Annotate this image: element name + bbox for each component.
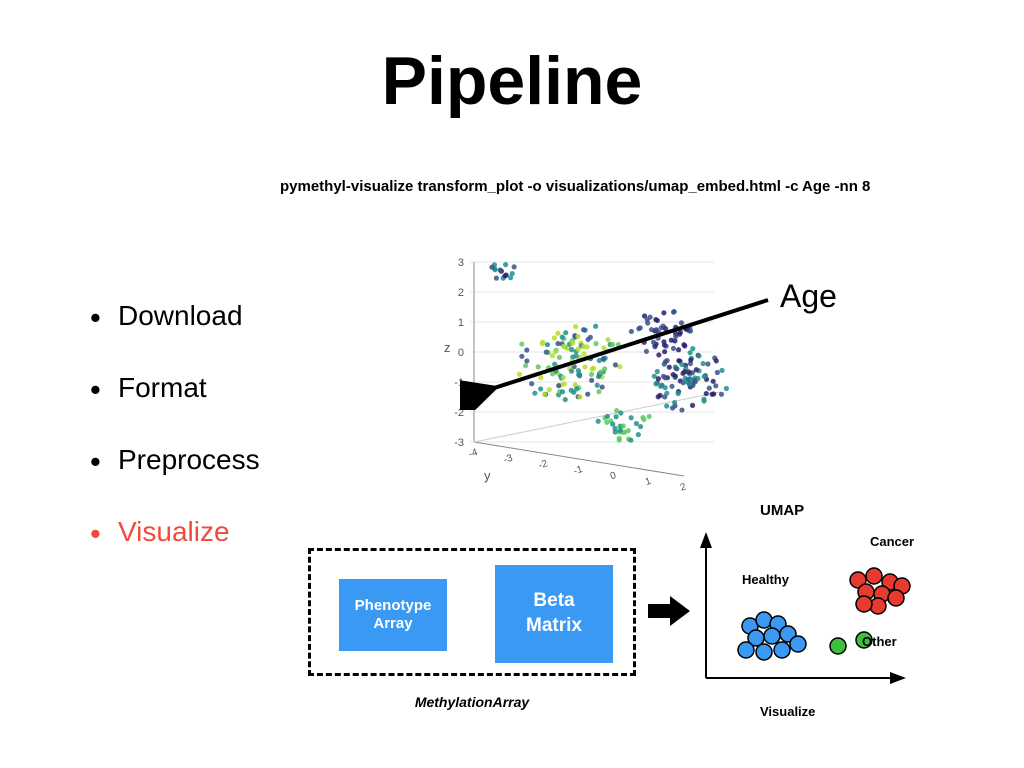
umap-scatter-plot xyxy=(688,528,916,696)
umap-label-healthy: Healthy xyxy=(742,572,789,587)
svg-text:-4: -4 xyxy=(467,447,479,460)
svg-text:2: 2 xyxy=(458,287,464,299)
svg-text:0: 0 xyxy=(458,347,464,359)
svg-text:2: 2 xyxy=(679,481,688,492)
transform-arrow-icon xyxy=(648,596,690,626)
methylation-array-caption: MethylationArray xyxy=(308,694,636,710)
umap-label-other: Other xyxy=(862,634,897,649)
methylation-array-box: PhenotypeArray BetaMatrix xyxy=(308,548,636,676)
pipeline-step: Visualize xyxy=(90,516,260,548)
scatter-3d-plot: -3-2-10123-4-3-2-1012zy xyxy=(430,232,750,492)
phenotype-array-block: PhenotypeArray xyxy=(339,579,447,651)
svg-text:-3: -3 xyxy=(454,437,464,449)
svg-text:-2: -2 xyxy=(537,458,549,471)
pipeline-step: Preprocess xyxy=(90,444,260,476)
beta-matrix-block: BetaMatrix xyxy=(495,565,613,663)
pipeline-step: Format xyxy=(90,372,260,404)
svg-text:1: 1 xyxy=(458,317,464,329)
svg-text:0: 0 xyxy=(609,470,618,482)
slide-title: Pipeline xyxy=(0,42,1024,120)
svg-text:-3: -3 xyxy=(502,453,514,466)
svg-text:-2: -2 xyxy=(454,407,464,419)
command-line: pymethyl-visualize transform_plot -o vis… xyxy=(280,178,870,195)
svg-text:-1: -1 xyxy=(454,377,464,389)
umap-label-cancer: Cancer xyxy=(870,534,914,549)
svg-text:1: 1 xyxy=(644,476,653,488)
pipeline-steps: Download Format Preprocess Visualize xyxy=(90,300,260,588)
svg-text:y: y xyxy=(484,468,491,483)
umap-title: UMAP xyxy=(760,502,804,519)
svg-text:-1: -1 xyxy=(572,464,584,477)
svg-text:3: 3 xyxy=(458,257,464,269)
svg-text:z: z xyxy=(444,340,451,355)
age-label: Age xyxy=(780,278,837,315)
umap-caption: Visualize xyxy=(760,704,815,719)
pipeline-step: Download xyxy=(90,300,260,332)
